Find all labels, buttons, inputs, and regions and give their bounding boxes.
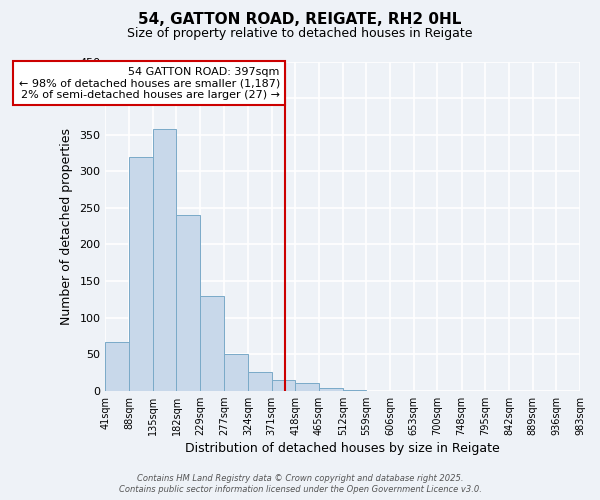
Text: 54 GATTON ROAD: 397sqm
← 98% of detached houses are smaller (1,187)
2% of semi-d: 54 GATTON ROAD: 397sqm ← 98% of detached… [19,66,280,100]
Bar [248,372,272,390]
Bar [200,296,224,390]
Y-axis label: Number of detached properties: Number of detached properties [59,128,73,324]
Bar [224,354,248,391]
Bar [153,129,176,390]
Text: Size of property relative to detached houses in Reigate: Size of property relative to detached ho… [127,28,473,40]
Bar [129,156,153,390]
Bar [106,342,129,390]
Text: Contains HM Land Registry data © Crown copyright and database right 2025.
Contai: Contains HM Land Registry data © Crown c… [119,474,481,494]
Bar [295,384,319,390]
Text: 54, GATTON ROAD, REIGATE, RH2 0HL: 54, GATTON ROAD, REIGATE, RH2 0HL [139,12,461,28]
Bar [176,215,200,390]
Bar [272,380,295,390]
Bar [319,388,343,390]
X-axis label: Distribution of detached houses by size in Reigate: Distribution of detached houses by size … [185,442,500,455]
